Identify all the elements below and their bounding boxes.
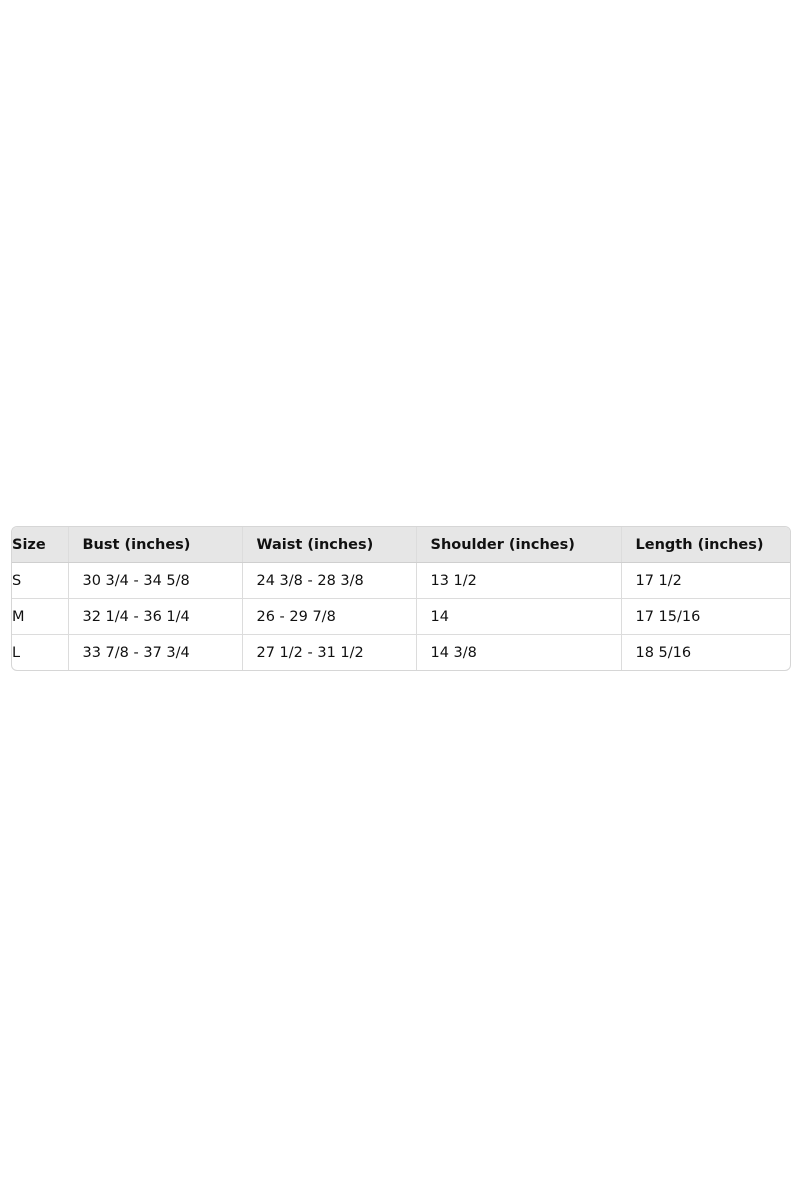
header-row: Size Bust (inches) Waist (inches) Should… [12,527,790,563]
cell-waist: 27 1/2 - 31 1/2 [241,634,416,670]
table-row: M 32 1/4 - 36 1/4 26 - 29 7/8 14 17 15/1… [12,598,790,635]
cell-bust: 32 1/4 - 36 1/4 [67,598,242,635]
header-bust: Bust (inches) [67,527,242,563]
header-shoulder: Shoulder (inches) [415,527,621,563]
header-size: Size [12,527,68,563]
size-chart-table: Size Bust (inches) Waist (inches) Should… [12,527,790,670]
table-row: S 30 3/4 - 34 5/8 24 3/8 - 28 3/8 13 1/2… [12,562,790,599]
cell-shoulder: 13 1/2 [415,562,621,599]
cell-length: 17 15/16 [620,598,790,635]
cell-bust: 30 3/4 - 34 5/8 [67,562,242,599]
cell-size: S [12,562,68,599]
cell-size: L [12,634,68,670]
cell-length: 18 5/16 [620,634,790,670]
cell-length: 17 1/2 [620,562,790,599]
cell-size: M [12,598,68,635]
cell-waist: 24 3/8 - 28 3/8 [241,562,416,599]
header-length: Length (inches) [620,527,790,563]
cell-shoulder: 14 3/8 [415,634,621,670]
cell-waist: 26 - 29 7/8 [241,598,416,635]
header-waist: Waist (inches) [241,527,416,563]
table-row: L 33 7/8 - 37 3/4 27 1/2 - 31 1/2 14 3/8… [12,634,790,670]
cell-shoulder: 14 [415,598,621,635]
cell-bust: 33 7/8 - 37 3/4 [67,634,242,670]
size-chart: Size Bust (inches) Waist (inches) Should… [11,526,791,671]
